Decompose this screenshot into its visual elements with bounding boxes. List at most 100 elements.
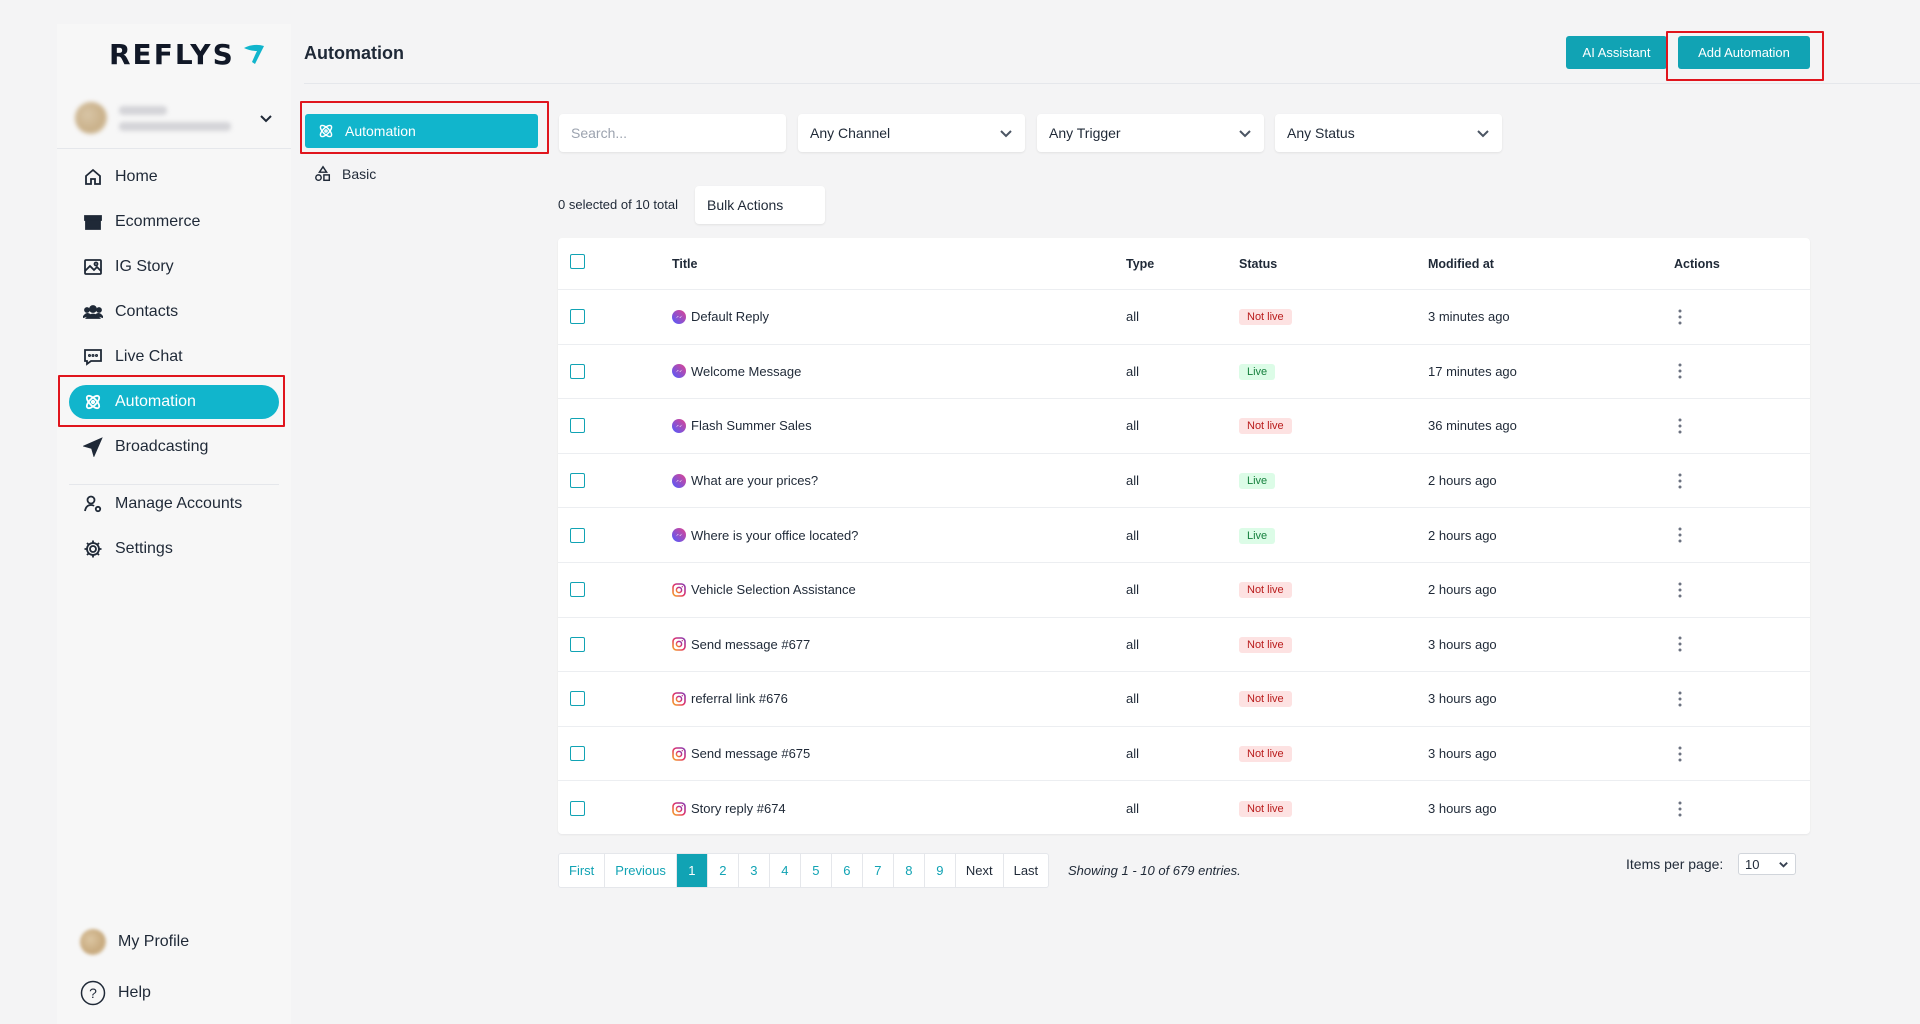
logo-mark-icon — [243, 44, 264, 64]
page-next[interactable]: Next — [956, 854, 1004, 887]
row-checkbox[interactable] — [570, 418, 585, 434]
page-1[interactable]: 1 — [676, 854, 708, 887]
row-title[interactable]: Vehicle Selection Assistance — [691, 582, 856, 598]
sidebar-item-label: Broadcasting — [115, 437, 209, 455]
row-checkbox-cell — [570, 582, 585, 598]
sidebar-item-settings[interactable]: Settings — [57, 526, 291, 571]
sidebar-item-manage-accounts[interactable]: Manage Accounts — [57, 481, 291, 526]
table-row[interactable]: What are your prices? all Live 2 hours ago — [558, 454, 1810, 509]
table-row[interactable]: Story reply #674 all Not live 3 hours ago — [558, 781, 1810, 836]
row-title-cell: Default Reply — [672, 309, 769, 324]
sidebar-item-automation[interactable]: Automation — [57, 379, 291, 424]
channel-filter-value: Any Channel — [810, 125, 891, 141]
subnav-basic[interactable]: Basic — [314, 165, 376, 183]
row-title[interactable]: Welcome Message — [691, 363, 802, 379]
row-title[interactable]: referral link #676 — [691, 691, 788, 707]
page-9[interactable]: 9 — [925, 854, 956, 887]
row-title[interactable]: Flash Summer Sales — [691, 418, 812, 434]
table-row[interactable]: Where is your office located? all Live 2 ho… — [558, 508, 1810, 563]
page-3[interactable]: 3 — [739, 854, 770, 887]
row-actions-button[interactable] — [1678, 363, 1682, 379]
table-row[interactable]: Default Reply all Not live 3 minutes ago — [558, 290, 1810, 345]
account-name-redacted — [119, 105, 259, 131]
sidebar-item-ig-story[interactable]: IG Story — [57, 244, 291, 289]
row-type: all — [1126, 636, 1140, 652]
row-title[interactable]: What are your prices? — [691, 473, 819, 489]
row-actions-button[interactable] — [1678, 473, 1682, 489]
page-2[interactable]: 2 — [708, 854, 739, 887]
row-title[interactable]: Story reply #674 — [691, 801, 786, 817]
status-filter[interactable]: Any Status — [1275, 114, 1502, 152]
sidebar-item-home[interactable]: Home — [57, 154, 291, 199]
search-input[interactable] — [559, 114, 786, 152]
row-checkbox[interactable] — [570, 746, 585, 762]
page-5[interactable]: 5 — [801, 854, 832, 887]
row-actions-button[interactable] — [1678, 691, 1682, 707]
column-modified: Modified at — [1428, 256, 1494, 271]
column-title: Title — [672, 256, 698, 271]
row-actions-button[interactable] — [1678, 636, 1682, 652]
page-7[interactable]: 7 — [863, 854, 894, 887]
home-icon — [85, 168, 101, 185]
row-actions-button[interactable] — [1678, 527, 1682, 543]
row-title-cell: Welcome Message — [672, 364, 801, 379]
row-actions-button[interactable] — [1678, 746, 1682, 762]
status-filter-value: Any Status — [1287, 125, 1355, 141]
page-first[interactable]: First — [559, 854, 606, 887]
table-row[interactable]: Vehicle Selection Assistance all Not live 2… — [558, 563, 1810, 618]
row-actions-button[interactable] — [1678, 582, 1682, 598]
table-row[interactable]: referral link #676 all Not live 3 hours ago — [558, 672, 1810, 727]
row-status-cell: Not live — [1239, 417, 1292, 435]
page-previous[interactable]: Previous — [605, 854, 677, 887]
channel-filter[interactable]: Any Channel — [798, 114, 1025, 152]
select-all-checkbox[interactable] — [570, 254, 585, 269]
sidebar: REFLYS Home Ecommerce IG Story Contacts — [57, 24, 291, 1024]
page-6[interactable]: 6 — [832, 854, 863, 887]
sidebar-item-broadcasting[interactable]: Broadcasting — [57, 424, 291, 469]
row-checkbox[interactable] — [570, 363, 585, 379]
page-8[interactable]: 8 — [894, 854, 925, 887]
account-switcher[interactable] — [67, 88, 281, 148]
page-4[interactable]: 4 — [770, 854, 801, 887]
automation-icon — [85, 394, 101, 409]
table-row[interactable]: Flash Summer Sales all Not live 36 minutes … — [558, 399, 1810, 454]
row-title[interactable]: Where is your office located? — [691, 527, 859, 543]
trigger-filter[interactable]: Any Trigger — [1037, 114, 1264, 152]
add-automation-button[interactable]: Add Automation — [1678, 36, 1810, 69]
column-type: Type — [1126, 256, 1155, 271]
bulk-actions-button[interactable]: Bulk Actions — [695, 186, 825, 224]
sidebar-item-ecommerce[interactable]: Ecommerce — [57, 199, 291, 244]
row-actions-button[interactable] — [1678, 309, 1682, 325]
page-last[interactable]: Last — [1013, 863, 1039, 878]
table-row[interactable]: Send message #677 all Not live 3 hours ago — [558, 618, 1810, 673]
help-link[interactable]: ? Help — [80, 980, 151, 1006]
subnav-automation[interactable]: Automation — [305, 114, 538, 148]
row-checkbox[interactable] — [570, 691, 585, 707]
help-icon: ? — [80, 980, 106, 1006]
ai-assistant-button[interactable]: AI Assistant — [1566, 36, 1667, 69]
row-checkbox[interactable] — [570, 527, 585, 543]
my-profile-link[interactable]: My Profile — [80, 929, 189, 955]
pagination: First Previous 1 2 3 4 5 6 7 8 9 Next La… — [558, 853, 1050, 888]
instagram-icon — [672, 801, 686, 816]
table-row[interactable]: Send message #675 all Not live 3 hours ago — [558, 727, 1810, 782]
sidebar-item-live-chat[interactable]: Live Chat — [57, 334, 291, 379]
row-actions-button[interactable] — [1678, 418, 1682, 434]
row-checkbox[interactable] — [570, 582, 585, 598]
row-title[interactable]: Send message #677 — [691, 636, 811, 652]
sidebar-item-contacts[interactable]: Contacts — [57, 289, 291, 334]
messenger-icon — [672, 364, 686, 379]
row-checkbox[interactable] — [570, 473, 585, 489]
table-row[interactable]: Welcome Message all Live 17 minutes ago — [558, 345, 1810, 400]
row-actions-button[interactable] — [1678, 801, 1682, 817]
brand-logo[interactable]: REFLYS — [109, 38, 267, 71]
row-checkbox[interactable] — [570, 636, 585, 652]
status-badge: Not live — [1239, 746, 1292, 763]
header-divider — [304, 83, 1920, 84]
row-title[interactable]: Send message #675 — [691, 746, 811, 762]
row-title[interactable]: Default Reply — [691, 309, 770, 325]
row-checkbox[interactable] — [570, 801, 585, 817]
items-per-page-select[interactable]: 10 — [1738, 853, 1796, 875]
row-checkbox[interactable] — [570, 309, 585, 325]
divider — [57, 148, 291, 149]
